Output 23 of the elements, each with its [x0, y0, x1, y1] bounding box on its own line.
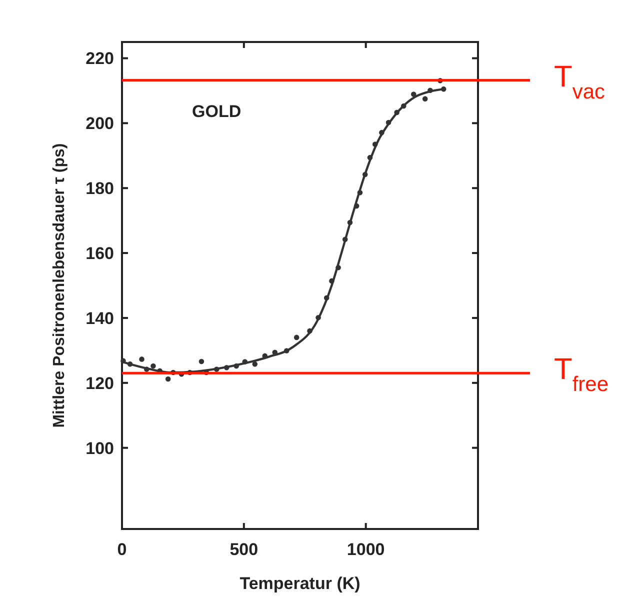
point — [139, 356, 144, 362]
y-tick-label: 220 — [86, 49, 114, 68]
point — [252, 361, 258, 367]
ref-line-label: T$_{vac}$ — [554, 60, 606, 103]
point — [198, 358, 204, 364]
y-tick-label: 140 — [86, 308, 114, 328]
y-tick-label: 120 — [86, 374, 114, 393]
ref-line-label: T$_{free}$ — [554, 353, 609, 396]
y-tick-label: 200 — [86, 114, 114, 134]
x-tick-label: 0 — [117, 540, 127, 559]
point — [422, 96, 428, 102]
point — [410, 92, 416, 97]
y-tick-label: 100 — [86, 438, 114, 458]
x-axis-title: Temperatur (K) — [240, 574, 360, 593]
point — [294, 334, 300, 340]
point — [150, 363, 156, 369]
point — [165, 376, 171, 382]
y-tick-label: 180 — [86, 179, 114, 198]
y-axis-title: Mittlere Positronenlebensdauer τ (ps) — [51, 143, 68, 428]
x-tick-label: 500 — [230, 540, 258, 559]
annotation: GOLD — [192, 102, 242, 121]
y-tick-label: 160 — [86, 244, 114, 264]
x-tick-label: 1000 — [346, 540, 385, 559]
